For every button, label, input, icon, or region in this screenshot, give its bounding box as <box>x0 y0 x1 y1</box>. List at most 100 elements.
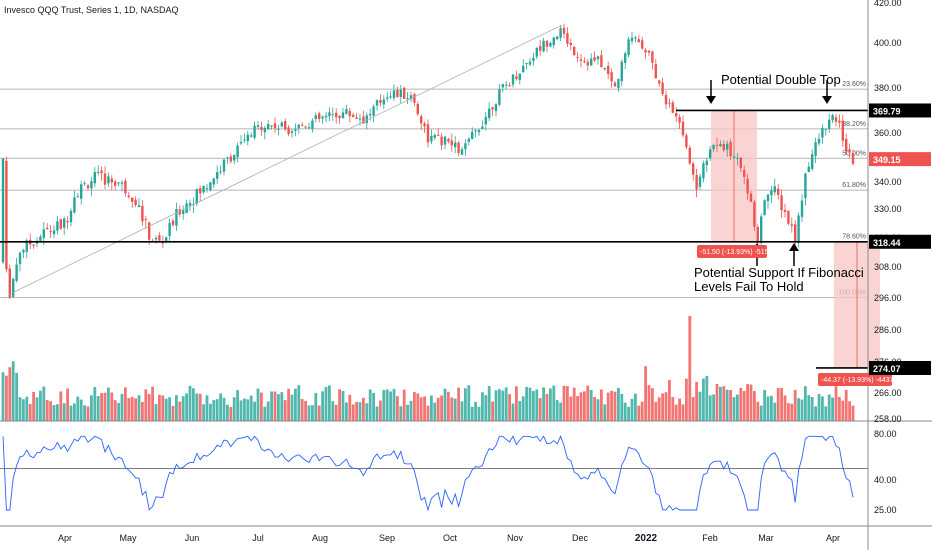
candle-body <box>647 50 651 53</box>
trend-line[interactable] <box>7 24 563 296</box>
candle-body <box>804 173 807 199</box>
volume-bar <box>681 404 685 421</box>
volume-bar <box>18 397 22 421</box>
candle-body <box>831 115 834 121</box>
candle-body <box>1 158 5 263</box>
candle-body <box>103 173 107 185</box>
candle-body <box>420 116 423 124</box>
price-tick-label: 420.00 <box>874 0 902 8</box>
candle-body <box>12 278 15 297</box>
candle-body <box>488 108 491 119</box>
candle-body <box>542 40 545 52</box>
candle-body <box>212 178 215 185</box>
volume-bar <box>49 401 52 421</box>
candle-body <box>474 130 477 132</box>
volume-bar <box>59 391 63 421</box>
volume-bar <box>215 399 219 421</box>
candle-body <box>528 61 532 65</box>
volume-bar <box>535 389 539 421</box>
candle-body <box>661 82 664 95</box>
candle-body <box>314 115 317 119</box>
candle-body <box>175 209 178 226</box>
volume-bar <box>834 386 838 421</box>
candle-body <box>824 128 827 130</box>
rsi-pane <box>0 435 868 512</box>
candle-body <box>739 157 742 169</box>
volume-bar <box>385 389 389 421</box>
candle-body <box>59 219 62 229</box>
candle-body <box>348 110 351 117</box>
volume-bar <box>15 372 18 421</box>
time-axis[interactable]: Apr May Jun Jul Aug Sep Oct Nov Dec 2022 Feb Mar Apr <box>58 533 840 544</box>
volume-bar <box>304 400 307 421</box>
candle-body <box>331 114 334 116</box>
volume-bar <box>613 391 617 421</box>
volume-bar <box>474 401 477 421</box>
volume-bar <box>841 400 845 421</box>
time-tick-label: Oct <box>443 533 458 543</box>
volume-bar <box>807 395 811 421</box>
rsi-tick-label: 25.00 <box>874 505 897 515</box>
candle-body <box>341 112 345 119</box>
candle-body <box>841 120 844 141</box>
price-tick-label: 266.00 <box>874 388 902 398</box>
candle-body <box>260 126 263 131</box>
volume-bar <box>11 361 15 421</box>
price-tick-label: 340.00 <box>874 177 902 187</box>
candle-body <box>732 156 736 159</box>
annotation-support-line2: Levels Fail To Hold <box>694 279 804 294</box>
measure-label-1[interactable]: -51.50 (-13.93%) -5150 <box>697 245 772 258</box>
volume-bar <box>399 406 403 421</box>
volume-bar <box>188 385 192 421</box>
candle-body <box>324 115 328 118</box>
volume-bar <box>838 396 841 421</box>
candle-body <box>18 252 22 264</box>
volume-bar <box>124 387 127 421</box>
volume-bar <box>324 387 328 421</box>
volume-bar <box>144 389 148 421</box>
candle-body <box>22 249 25 253</box>
volume-bar <box>797 398 800 421</box>
volume-bar <box>334 404 338 421</box>
volume-bar <box>467 385 471 421</box>
candlesticks[interactable] <box>1 23 855 300</box>
volume-bar <box>661 393 664 421</box>
fib-level-label: 38.20% <box>842 121 866 128</box>
volume-bar <box>83 405 86 421</box>
candle-body <box>729 142 732 157</box>
rsi-axis[interactable]: 80.00 40.00 25.00 <box>874 429 897 515</box>
candle-body <box>287 127 290 134</box>
measure-label-2[interactable]: -44.37 (-13.93%) -4437 <box>818 373 893 386</box>
volume-bar <box>753 391 756 421</box>
volume-bar <box>287 388 290 421</box>
volume-bar <box>671 396 675 421</box>
candle-body <box>777 188 780 195</box>
candle-body <box>722 143 725 151</box>
candle-body <box>5 160 8 270</box>
candle-body <box>355 117 358 119</box>
volume-bar <box>113 400 117 421</box>
price-tick-label: 286.00 <box>874 325 902 335</box>
candle-body <box>593 57 596 61</box>
candle-body <box>280 122 283 127</box>
volume-bar <box>351 404 355 421</box>
candle-body <box>297 124 300 129</box>
volume-bar <box>525 386 528 421</box>
volume-bar <box>606 392 610 421</box>
key-levels[interactable] <box>0 109 868 369</box>
chart-title: Invesco QQQ Trust, Series 1, 1D, NASDAQ <box>4 5 179 15</box>
candle-body <box>634 37 637 39</box>
volume-bar <box>555 400 559 421</box>
volume-bar <box>192 388 195 421</box>
candle-body <box>131 197 134 202</box>
volume-bar <box>375 406 379 421</box>
volume-bar <box>331 401 335 421</box>
candle-body <box>821 127 824 138</box>
volume-bar <box>770 395 773 421</box>
volume-bar <box>668 379 671 421</box>
candle-body <box>624 53 627 63</box>
volume-bar <box>637 405 641 421</box>
volume-bar <box>501 390 505 421</box>
volume-bar <box>205 395 209 421</box>
